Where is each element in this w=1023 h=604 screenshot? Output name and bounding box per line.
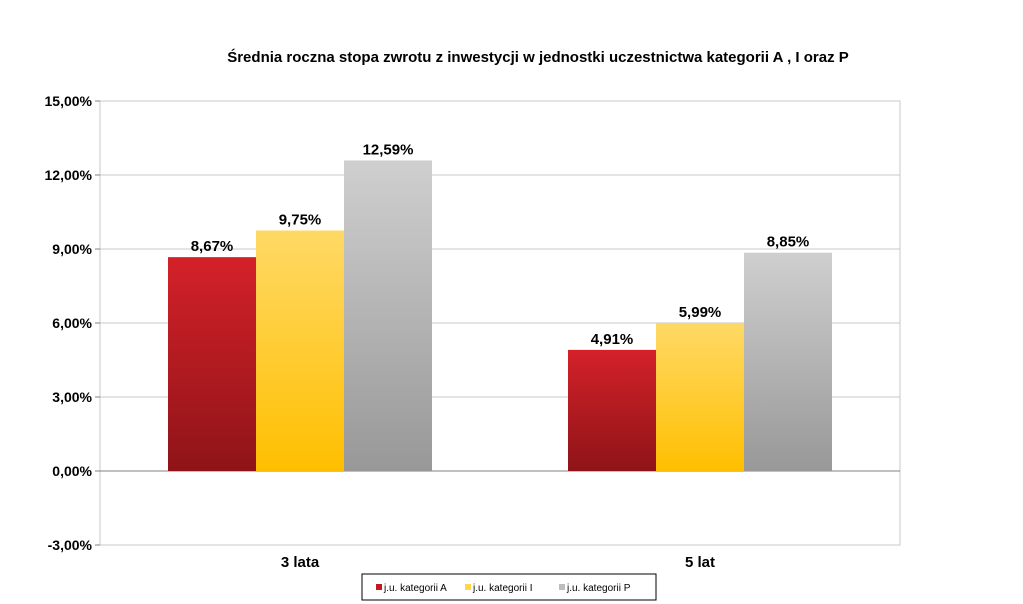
legend-swatch bbox=[376, 584, 382, 590]
y-tick-label: 15,00% bbox=[45, 93, 93, 109]
y-tick-label: 6,00% bbox=[52, 315, 92, 331]
data-labels: 8,67% 9,75% 12,59% 4,91% 5,99% 8,85% bbox=[191, 141, 810, 347]
data-label: 4,91% bbox=[591, 331, 634, 348]
legend-label: j.u. kategorii P bbox=[566, 583, 631, 594]
y-tick-label: 0,00% bbox=[52, 463, 92, 479]
bar bbox=[256, 230, 344, 471]
bar bbox=[568, 349, 656, 471]
legend-label: j.u. kategorii I bbox=[472, 583, 532, 594]
y-tick-label: -3,00% bbox=[48, 537, 93, 553]
y-axis: -3,00% 0,00% 3,00% 6,00% 9,00% 12,00% 15,00% bbox=[45, 93, 100, 553]
x-tick-label: 5 lat bbox=[685, 554, 715, 571]
data-label: 5,99% bbox=[679, 304, 722, 321]
legend: j.u. kategorii A j.u. kategorii I j.u. kat… bbox=[361, 573, 657, 601]
y-tick-label: 9,00% bbox=[52, 241, 92, 257]
x-tick-label: 3 lata bbox=[281, 554, 320, 571]
data-label: 8,67% bbox=[191, 238, 234, 255]
data-label: 9,75% bbox=[279, 212, 322, 229]
legend-swatch bbox=[559, 584, 565, 590]
bar bbox=[744, 252, 832, 471]
data-label: 8,85% bbox=[767, 234, 810, 251]
bar bbox=[656, 323, 744, 471]
legend-label: j.u. kategorii A bbox=[383, 583, 447, 594]
y-tick-label: 12,00% bbox=[45, 167, 93, 183]
bars bbox=[168, 160, 832, 472]
chart-title: Średnia roczna stopa zwrotu z inwestycji… bbox=[227, 48, 849, 66]
legend-swatch bbox=[465, 584, 471, 590]
bar bbox=[168, 257, 256, 471]
data-label: 12,59% bbox=[363, 141, 414, 158]
y-tick-label: 3,00% bbox=[52, 389, 92, 405]
x-axis: 3 lata 5 lat bbox=[281, 554, 715, 571]
bar bbox=[344, 160, 432, 472]
